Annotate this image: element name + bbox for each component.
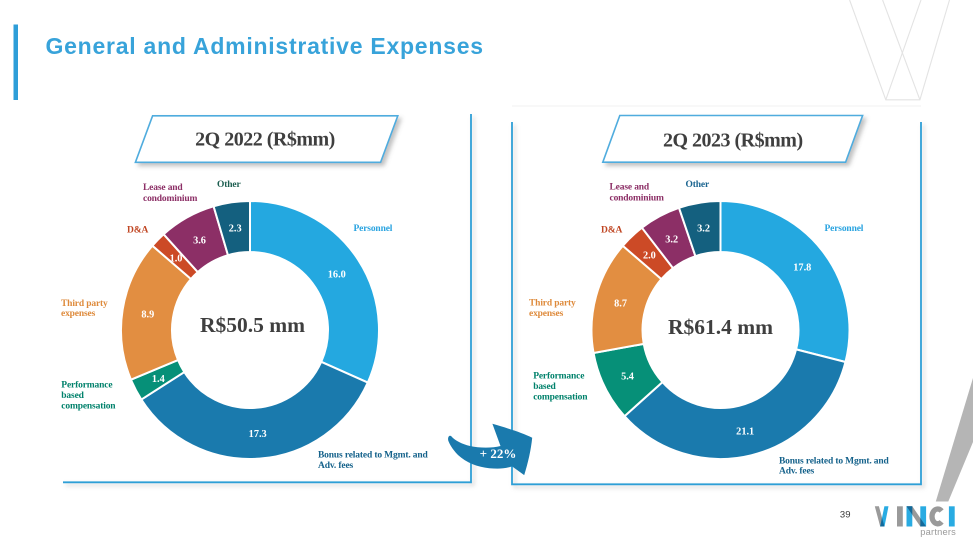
svg-text:5.4: 5.4 <box>621 371 634 382</box>
svg-text:1.0: 1.0 <box>170 253 183 264</box>
svg-text:17.8: 17.8 <box>793 262 811 273</box>
svg-text:General and Administrative Exp: General and Administrative Expenses <box>46 33 484 59</box>
svg-text:16.0: 16.0 <box>328 270 346 281</box>
svg-text:3.6: 3.6 <box>193 236 206 247</box>
svg-text:R$50.5 mm: R$50.5 mm <box>200 313 305 337</box>
svg-text:2.0: 2.0 <box>643 251 656 262</box>
svg-text:Personnel: Personnel <box>354 224 393 234</box>
svg-text:1.4: 1.4 <box>152 374 165 385</box>
svg-text:D&A: D&A <box>601 226 622 236</box>
svg-text:3.2: 3.2 <box>665 235 678 246</box>
svg-text:8.9: 8.9 <box>141 310 154 321</box>
svg-text:partners: partners <box>920 527 956 537</box>
svg-text:+ 22%: + 22% <box>480 446 517 461</box>
svg-text:2.3: 2.3 <box>229 223 242 234</box>
svg-text:8.7: 8.7 <box>614 299 627 310</box>
svg-text:21.1: 21.1 <box>736 426 754 437</box>
svg-text:3.2: 3.2 <box>697 224 710 235</box>
svg-text:Other: Other <box>686 180 710 190</box>
svg-text:2Q 2022 (R$mm): 2Q 2022 (R$mm) <box>195 129 335 151</box>
svg-text:R$61.4 mm: R$61.4 mm <box>668 315 773 339</box>
svg-text:Personnel: Personnel <box>825 224 864 234</box>
svg-text:2Q 2023 (R$mm): 2Q 2023 (R$mm) <box>663 129 803 151</box>
svg-text:Other: Other <box>217 180 241 190</box>
svg-text:D&A: D&A <box>127 226 148 236</box>
svg-text:17.3: 17.3 <box>249 429 267 440</box>
svg-text:39: 39 <box>840 510 851 521</box>
